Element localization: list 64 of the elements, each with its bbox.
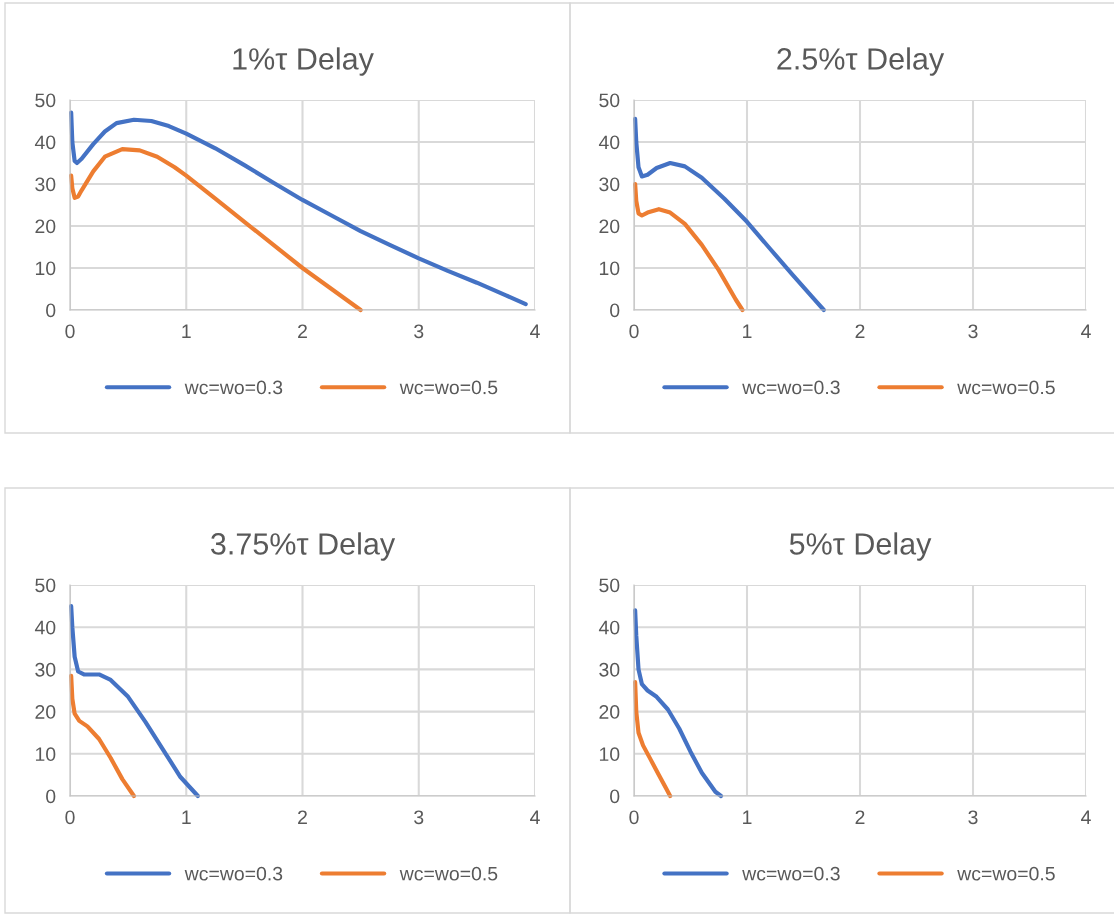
x-tick-label: 4 [530, 810, 540, 824]
y-tick-label: 30 [35, 177, 56, 192]
y-tick-label: 50 [35, 578, 56, 593]
y-tick-label: 50 [35, 93, 56, 108]
y-tick-label: 50 [599, 578, 620, 593]
x-tick-label: 4 [1081, 810, 1091, 824]
x-tick-label: 2 [298, 324, 307, 338]
x-tick-label: 3 [968, 324, 978, 339]
chart-title: 1%τ Delay [233, 47, 374, 76]
legend-label: wc=wo=0.5 [399, 380, 498, 395]
x-tick-label: 4 [1081, 324, 1091, 338]
legend-label: wc=wo=0.5 [957, 866, 1055, 881]
y-tick-label: 20 [35, 705, 56, 719]
x-tick-label: 3 [414, 324, 424, 339]
x-tick-label: 2 [855, 810, 865, 824]
y-tick-label: 0 [610, 303, 620, 318]
x-tick-label: 2 [298, 810, 307, 824]
y-tick-label: 30 [35, 662, 56, 677]
x-tick-label: 1 [182, 810, 191, 824]
chart-title: 3.75%τ Delay [211, 532, 396, 561]
line-series [69, 147, 363, 313]
x-tick-label: 4 [530, 324, 540, 338]
y-tick-label: 30 [599, 177, 620, 192]
x-tick-label: 0 [65, 324, 75, 339]
y-tick-label: 20 [35, 219, 56, 234]
line-series [69, 673, 137, 799]
y-tick-label: 40 [598, 620, 620, 635]
y-tick-label: 40 [34, 135, 56, 150]
y-tick-label: 0 [46, 303, 56, 318]
line-series [633, 181, 745, 313]
legend-label: wc=wo=0.5 [957, 380, 1055, 395]
x-tick-label: 0 [65, 810, 75, 825]
line-series [69, 604, 200, 799]
x-tick-label: 3 [968, 810, 978, 825]
x-tick-label: 1 [743, 810, 752, 824]
y-tick-label: 20 [599, 705, 620, 719]
x-tick-label: 0 [629, 810, 639, 825]
legend-label: wc=wo=0.5 [399, 866, 498, 881]
x-tick-label: 2 [855, 324, 865, 338]
y-tick-label: 10 [599, 261, 620, 276]
y-tick-label: 0 [610, 789, 620, 804]
x-tick-label: 0 [629, 324, 639, 339]
line-series [69, 110, 528, 307]
y-tick-label: 10 [35, 747, 56, 762]
y-tick-label: 10 [599, 747, 620, 762]
x-tick-label: 1 [743, 324, 752, 338]
legend-label: wc=wo=0.3 [184, 866, 283, 881]
x-tick-label: 1 [182, 324, 191, 338]
x-tick-label: 3 [414, 810, 424, 825]
y-tick-label: 50 [599, 93, 620, 108]
chart-title: 5%τ Delay [789, 532, 932, 561]
line-series [633, 608, 724, 799]
y-tick-label: 40 [598, 135, 620, 150]
y-tick-label: 0 [46, 789, 56, 804]
chart-title: 2.5%τ Delay [777, 47, 945, 76]
legend-label: wc=wo=0.3 [742, 380, 840, 395]
y-tick-label: 30 [599, 662, 620, 677]
line-series [633, 679, 673, 799]
line-series [633, 116, 826, 313]
y-tick-label: 10 [35, 261, 56, 276]
legend-label: wc=wo=0.3 [184, 380, 283, 395]
y-tick-label: 40 [34, 620, 56, 635]
y-tick-label: 20 [599, 219, 620, 234]
legend-label: wc=wo=0.3 [742, 866, 840, 881]
